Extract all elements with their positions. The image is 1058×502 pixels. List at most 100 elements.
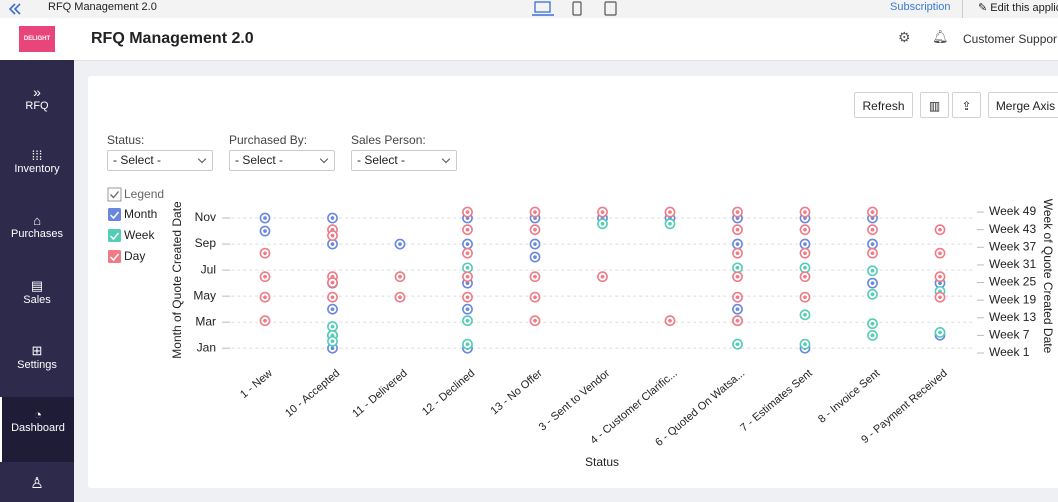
merge-axis-button[interactable]: Merge Axis — [988, 92, 1058, 118]
x-tick-label: 11 - Delivered — [350, 367, 410, 420]
point — [664, 218, 676, 230]
point — [867, 247, 878, 259]
y2-axis-title: Week of Quote Created Date — [1041, 199, 1055, 354]
filter-select[interactable]: - Select - — [351, 150, 457, 171]
point — [327, 212, 338, 224]
user-menu[interactable]: Customer Suppor — [963, 32, 1058, 46]
nav-label: Purchases — [11, 228, 63, 240]
x-tick-label: 10 - Accepted — [283, 367, 342, 419]
point — [799, 309, 811, 321]
app-name: RFQ Management 2.0 — [48, 1, 157, 13]
point — [327, 303, 338, 315]
x-tick-label: 13 - No Offer — [489, 367, 546, 417]
nav-sales[interactable]: ▤ Sales — [0, 278, 74, 306]
point — [799, 238, 811, 250]
x-axis-title: Status — [585, 455, 619, 469]
checkmark — [109, 211, 120, 220]
x-tick-label: 1 - New — [238, 367, 275, 401]
edit-app-link[interactable]: ✎ Edit this applic — [978, 1, 1058, 14]
point — [934, 327, 946, 338]
point — [732, 315, 743, 327]
logo: DELIGHT — [19, 26, 55, 52]
y2-tick-label: Week 31 — [989, 257, 1036, 271]
y-axis-title: Month of Quote Created Date — [170, 201, 184, 359]
top-bar: RFQ Management 2.0 Subscription ✎ Edit t… — [0, 0, 1058, 19]
nav-dashboard[interactable]: ◔ Dashboard — [0, 397, 74, 462]
app-switch-icon[interactable] — [8, 2, 24, 16]
legend-swatch[interactable] — [108, 208, 121, 221]
legend-swatch[interactable] — [108, 250, 121, 263]
point — [529, 251, 541, 263]
point — [597, 218, 608, 230]
y2-tick-label: Week 49 — [989, 204, 1036, 218]
export-button[interactable]: ⇪ — [952, 92, 981, 118]
y2-tick-label: Week 1 — [989, 345, 1030, 359]
point — [732, 291, 743, 303]
point — [462, 206, 473, 218]
point — [529, 206, 541, 218]
y-tick-label: Mar — [195, 314, 216, 328]
point — [934, 291, 946, 303]
x-tick-label: 3 - Sent to Vendor — [537, 367, 613, 433]
page-title: RFQ Management 2.0 — [91, 30, 254, 47]
point — [529, 224, 541, 236]
y2-tick-label: Week 37 — [989, 239, 1036, 253]
nav-rfq[interactable]: » RFQ — [0, 84, 74, 112]
legend-toggle-box[interactable] — [107, 187, 122, 202]
legend-label: Day — [124, 249, 145, 263]
refresh-button[interactable]: Refresh — [854, 92, 913, 118]
point — [799, 262, 811, 274]
point — [664, 315, 676, 327]
settings-icon[interactable]: ⚙ — [898, 29, 911, 45]
point — [867, 277, 878, 289]
point — [529, 315, 541, 327]
chart-type-button[interactable]: ▥ — [920, 92, 949, 118]
point — [867, 224, 878, 236]
point — [867, 238, 878, 250]
y2-tick-label: Week 19 — [989, 292, 1036, 306]
legend-title: Legend — [124, 187, 164, 201]
edit-app-text: Edit this applic — [990, 2, 1058, 14]
y-tick-label: Nov — [195, 210, 216, 224]
device-switch[interactable] — [532, 0, 622, 18]
point — [867, 288, 878, 300]
point — [799, 338, 811, 350]
point — [394, 238, 406, 250]
legend-swatch[interactable] — [108, 229, 121, 242]
nav-label: Inventory — [14, 163, 60, 175]
filter-select[interactable]: - Select - — [229, 150, 335, 171]
point — [462, 238, 473, 250]
point — [867, 318, 878, 330]
filter-label: Sales Person: — [351, 133, 426, 147]
point — [327, 277, 338, 288]
point — [529, 291, 541, 303]
legend-label: Week — [124, 228, 155, 242]
nav-inventory[interactable]: ⁞⁞⁞ Inventory — [0, 148, 74, 175]
y2-tick-label: Week 25 — [989, 275, 1036, 289]
chart-card — [88, 76, 1058, 488]
nav-more[interactable]: ♙ — [30, 475, 44, 492]
nav-purchases[interactable]: ⌂ Purchases — [0, 213, 74, 240]
notification-icon[interactable]: 🔔︎ — [932, 29, 949, 44]
point — [732, 238, 743, 250]
point — [867, 265, 878, 277]
point — [462, 303, 473, 315]
point — [867, 206, 878, 218]
nav-label: Dashboard — [11, 422, 65, 434]
point — [597, 206, 608, 218]
x-tick-label: 12 - Declined — [420, 367, 477, 418]
point — [259, 212, 271, 224]
nav-label: RFQ — [25, 100, 49, 112]
checkmark — [109, 232, 120, 241]
point — [799, 206, 811, 218]
checkmark — [109, 253, 120, 262]
point — [799, 291, 811, 303]
point — [259, 315, 271, 327]
y-tick-label: May — [193, 288, 216, 302]
point — [732, 303, 743, 315]
nav-settings[interactable]: ⊞ Settings — [0, 343, 74, 371]
point — [934, 247, 946, 259]
filter-select[interactable]: - Select - — [107, 150, 213, 171]
subscription-link[interactable]: Subscription — [890, 1, 951, 13]
x-tick-label: 7 - Estimates Sent — [738, 367, 815, 434]
